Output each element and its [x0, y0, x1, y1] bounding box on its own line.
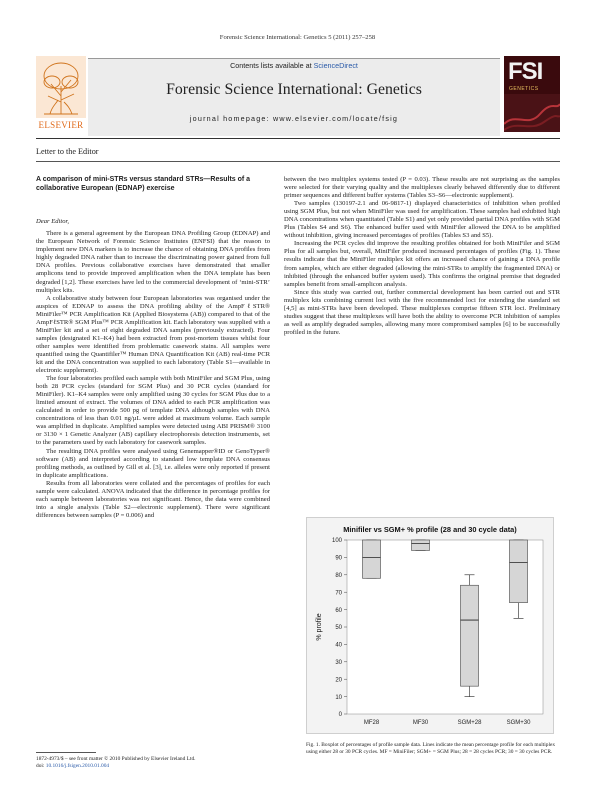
paragraph: Increasing the PCR cycles did improve th…: [284, 240, 560, 288]
running-head: Forensic Science International: Genetics…: [219, 34, 376, 41]
x-tick-label: SGM+28: [458, 720, 483, 726]
box-mf30: [411, 539, 430, 551]
y-tick-label: 50: [335, 625, 342, 631]
salutation: Dear Editor,: [36, 218, 69, 226]
homepage-prefix: journal homepage:: [189, 114, 274, 123]
footer: 1872-4973/$ – see front matter © 2010 Pu…: [36, 756, 196, 771]
masthead-rule: [36, 138, 560, 139]
journal-name: Forensic Science International: Genetics: [166, 81, 422, 98]
doi-link[interactable]: 10.1016/j.fsigen.2010.01.004: [45, 763, 110, 770]
cover-title: FSI: [508, 58, 543, 85]
elsevier-wordmark: ELSEVIER: [38, 120, 84, 130]
article-title: A comparison of mini-STRs versus standar…: [36, 176, 251, 192]
y-tick-label: 0: [339, 712, 343, 718]
paragraph: Results from all laboratories were colla…: [36, 479, 270, 519]
figure-1: Minifiler vs SGM+ % profile (28 and 30 c…: [306, 517, 554, 734]
paragraph: A collaborative study between four Europ…: [36, 294, 270, 375]
y-axis-label: % profile: [316, 613, 323, 640]
box-mf28: [362, 539, 381, 579]
cover-artwork: [504, 94, 560, 132]
y-tick-label: 80: [335, 573, 342, 579]
boxplot-chart: Minifiler vs SGM+ % profile (28 and 30 c…: [316, 525, 544, 726]
x-tick-label: MF28: [364, 720, 380, 726]
doi-prefix: doi:: [36, 763, 45, 770]
box-sgmplus28: [460, 584, 479, 687]
paragraph: There is a general agreement by the Euro…: [36, 230, 270, 294]
contents-prefix: Contents lists available at: [230, 61, 314, 70]
figure-caption: Fig. 1. Boxplot of percentages of profil…: [306, 742, 556, 756]
y-tick-label: 90: [335, 556, 342, 562]
paragraph: Since this study was carried out, furthe…: [284, 288, 560, 336]
paragraph: The resulting DNA profiles were analysed…: [36, 447, 270, 479]
y-tick-label: 30: [335, 660, 342, 666]
left-column: A comparison of mini-STRs versus standar…: [36, 176, 270, 520]
masthead-band: [88, 58, 500, 136]
y-tick-label: 20: [335, 677, 342, 683]
cover-subtitle: GENETICS: [509, 86, 539, 92]
homepage-url[interactable]: www.elsevier.com/locate/fsig: [273, 114, 399, 123]
y-tick-label: 60: [335, 608, 342, 614]
right-column: between the two multiplex systems tested…: [284, 176, 560, 337]
contents-line: Contents lists available at ScienceDirec…: [88, 61, 500, 70]
journal-cover: FSI GENETICS: [504, 56, 560, 132]
paragraph: between the two multiplex systems tested…: [284, 176, 560, 200]
y-tick-label: 100: [332, 538, 343, 544]
y-tick-label: 40: [335, 643, 342, 649]
x-tick-label: SGM+30: [507, 720, 532, 726]
sciencedirect-link[interactable]: ScienceDirect: [313, 61, 358, 70]
footer-rule: [36, 752, 96, 753]
box-sgmplus30: [509, 539, 528, 603]
y-tick-label: 10: [335, 695, 342, 701]
copyright-line: 1872-4973/$ – see front matter © 2010 Pu…: [36, 756, 196, 762]
chart-title: Minifiler vs SGM+ % profile (28 and 30 c…: [343, 525, 517, 534]
x-tick-label: MF30: [413, 720, 429, 726]
doi-line: doi: 10.1016/j.fsigen.2010.01.004: [36, 763, 196, 770]
paragraph: The four laboratories profiled each samp…: [36, 375, 270, 447]
y-tick-label: 70: [335, 590, 342, 596]
elsevier-tree-logo: [36, 56, 86, 118]
section-rule: [36, 161, 560, 162]
paragraph: Two samples (130197-2.1 and 06-9817-1) d…: [284, 200, 560, 240]
section-label: Letter to the Editor: [36, 147, 99, 156]
homepage-line: journal homepage: www.elsevier.com/locat…: [88, 114, 500, 123]
